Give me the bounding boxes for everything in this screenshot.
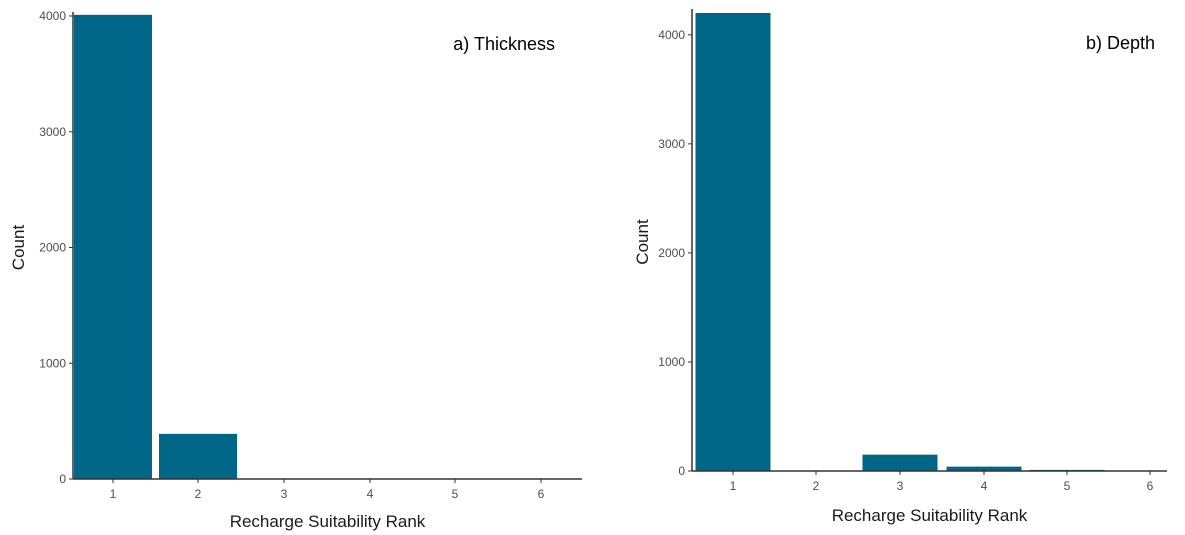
bar-rank-4 <box>946 466 1022 471</box>
bar-rank-3 <box>862 454 938 471</box>
x-tick-label: 6 <box>538 487 545 501</box>
x-tick-label: 6 <box>1147 479 1154 493</box>
panel-title: a) Thickness <box>453 34 555 54</box>
y-tick-label: 2000 <box>39 241 66 255</box>
y-tick-label: 4000 <box>658 28 685 42</box>
x-tick-label: 5 <box>1064 479 1071 493</box>
y-tick-label: 3000 <box>658 137 685 151</box>
x-tick-label: 3 <box>897 479 904 493</box>
bar-rank-1 <box>695 13 771 471</box>
x-tick-label: 4 <box>367 487 374 501</box>
panel-thickness: 0 1000 2000 3000 4000 1 2 3 4 5 6 Recharge Suitabil… <box>9 9 582 531</box>
y-tick-label: 0 <box>59 472 66 486</box>
y-tick-label: 2000 <box>658 246 685 260</box>
x-tick-label: 2 <box>813 479 820 493</box>
y-tick-label: 0 <box>678 464 685 478</box>
x-axis-title: Recharge Suitability Rank <box>230 512 426 531</box>
panel-depth: 0 1000 2000 3000 4000 1 2 3 4 5 6 Recharge Suitabil… <box>633 9 1167 525</box>
x-axis-title: Recharge Suitability Rank <box>832 506 1028 525</box>
y-tick-label: 1000 <box>39 356 66 370</box>
bar-rank-1 <box>74 14 152 480</box>
y-tick-label: 4000 <box>39 9 66 23</box>
x-tick-label: 1 <box>730 479 737 493</box>
y-axis-title: Count <box>633 219 652 265</box>
x-tick-label: 1 <box>110 487 117 501</box>
panel-title: b) Depth <box>1086 33 1155 53</box>
y-tick-label: 1000 <box>658 355 685 369</box>
y-axis-title: Count <box>9 225 28 271</box>
x-tick-label: 3 <box>281 487 288 501</box>
x-tick-label: 5 <box>452 487 459 501</box>
y-tick-label: 3000 <box>39 125 66 139</box>
x-tick-label: 2 <box>195 487 202 501</box>
bar-rank-2 <box>159 433 237 479</box>
x-tick-label: 4 <box>981 479 988 493</box>
